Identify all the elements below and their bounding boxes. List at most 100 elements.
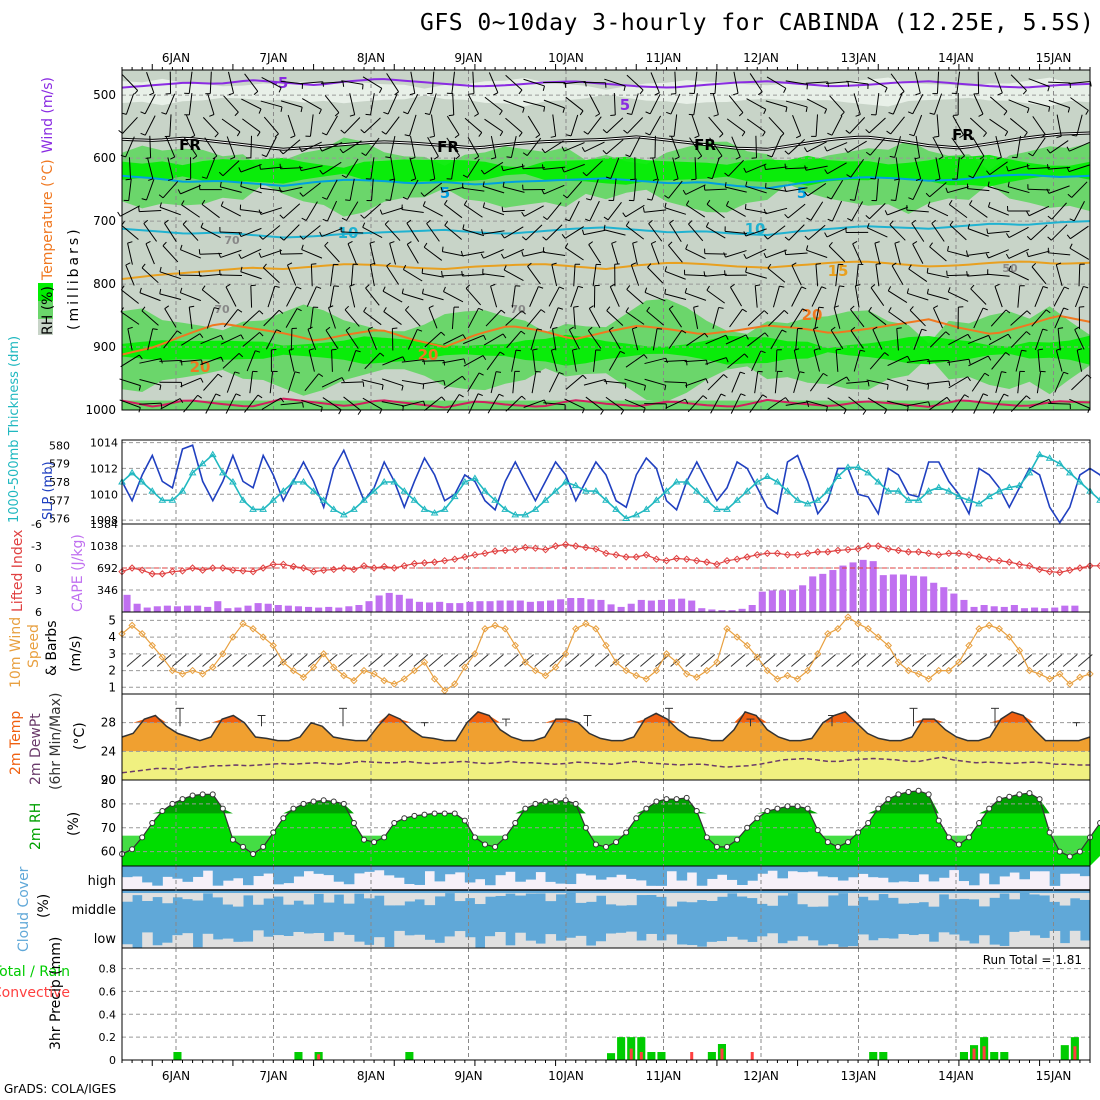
cloud-low-gap [979,935,990,948]
wind10-barb [353,654,368,667]
wind-barb [202,117,219,134]
wind-barb-flag [522,107,525,113]
wind-barb-flag [198,249,201,255]
wind-barb [1031,309,1047,327]
precip-total-bar [1000,1052,1009,1060]
wind-barb-flag [179,287,183,293]
wind-barb [386,265,400,285]
wind-barb-flag [220,335,224,340]
wind-barb [668,308,682,328]
thickness-line [121,453,1100,520]
wind-barb [1051,202,1067,220]
wind-barb-flag [1026,163,1029,169]
wind-barb-flag [463,200,468,206]
wind-barb [766,76,787,89]
wind-barb-flag [369,241,375,244]
lifted-marker [793,551,802,559]
wind-barb [827,376,847,389]
cloud-high-block [656,866,667,886]
wind-barb [565,374,584,390]
wind-barb [564,226,584,239]
wind-barb [664,270,686,280]
wind-barb-flag [1007,181,1010,187]
wind-barb-flag [818,306,824,309]
wind-barb [162,181,179,199]
wind-barb-flag [503,265,507,271]
wind-barb [549,307,559,329]
rh2m-marker [724,843,730,850]
cloud-mid-gap [616,893,627,906]
wind-barb [349,285,356,308]
wind-barb-flag [784,249,787,255]
wind-barb [250,135,253,158]
wind-barb-flag [500,253,505,259]
wind-barb [929,246,947,262]
wind-barb-flag [521,163,524,169]
wind-barb [262,225,281,240]
cloud-low-gap [394,930,405,948]
wind-barb [525,224,543,241]
wind-barb-flag [1066,166,1070,172]
rh2m-marker [441,810,448,817]
rh2m-marker [754,815,761,822]
cloud-mid-gap [757,893,768,904]
rh2m-marker [189,792,196,799]
temp2m-tick-label: 28 [101,716,116,730]
wind-barb-flag [324,241,329,247]
wind10-marker [995,625,1003,633]
wind-barb [446,137,461,157]
thickness-marker [894,487,903,494]
wind-barb-flag [1069,218,1075,222]
wind-barb [828,245,846,262]
cloud-mid-gap [303,893,315,905]
wind-barb [322,161,342,175]
wind-barb-flag [755,284,761,287]
upper-air-ylabel: RH (%)Temperature (°C)Wind (m/s) [40,77,56,335]
wind10-barb [534,654,550,667]
cloud-high-block [666,866,678,872]
thickness-marker [813,496,822,503]
wind-barb [987,273,1010,277]
wind-barb [850,309,865,328]
wind-barb [244,73,259,92]
lifted-marker [682,555,691,563]
wind-barb-flag [935,178,941,181]
wind-barb-flag [912,241,918,245]
wind-barb [139,292,161,302]
wind-barb [933,93,943,115]
cloud-low-gap [595,941,607,948]
wind-barb-flag [884,210,888,216]
wind10-marker [844,613,852,621]
thickness-marker [702,496,711,503]
wind-barb-flag [931,219,936,224]
wind10-marker [662,650,671,658]
wind-barb-flag [363,307,367,312]
thickness-marker [440,505,449,512]
wind-barb [149,135,152,158]
wind-barb [364,352,381,370]
wind-barb-flag [465,284,471,289]
wind-barb-flag [426,219,431,224]
wind-barb-flag [276,329,282,333]
wind-barb [370,157,375,180]
wind-barb [1071,181,1088,198]
wind-barb-flag [602,129,608,134]
wind-barb [854,285,860,308]
cloud-low-gap [374,937,385,948]
thickness-marker [975,499,983,507]
wind-barb-flag [896,327,902,330]
precip-total-bar [637,1037,646,1060]
wind-barb [973,307,984,329]
cloud-mid-gap [797,893,809,905]
cloud-high-block [716,866,728,875]
cloud-mid-gap [414,893,425,900]
wind-barb [486,351,501,371]
precip-conv-bar [972,1048,976,1060]
wind-barb [987,230,1010,234]
wind-barb-flag [482,202,486,208]
wind-barb [989,161,1008,176]
wind-barb-flag [948,381,951,387]
wind-barb [349,178,355,201]
wind-barb [689,137,703,157]
wind-barb-flag [684,288,688,294]
